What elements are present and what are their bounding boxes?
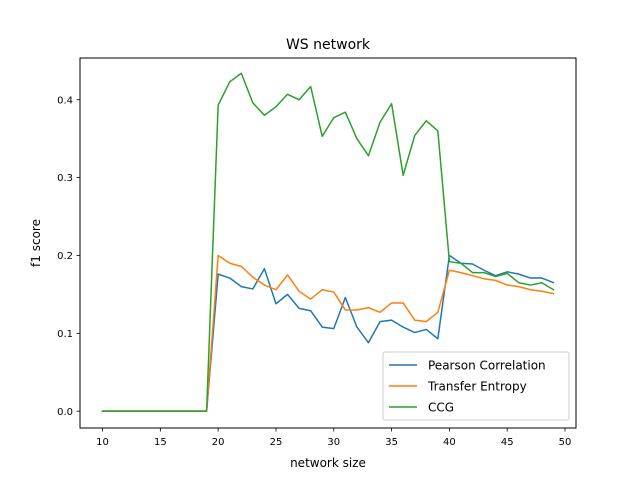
- x-tick-label: 45: [501, 437, 514, 448]
- y-tick-label: 0.1: [57, 329, 73, 340]
- x-tick-label: 50: [559, 437, 572, 448]
- legend-label-3: CCG: [428, 401, 454, 415]
- x-tick-label: 20: [212, 437, 225, 448]
- chart-title: WS network: [286, 37, 371, 53]
- y-axis-label: f1 score: [29, 219, 43, 267]
- y-tick-label: 0.4: [57, 95, 73, 106]
- y-tick-label: 0.0: [57, 407, 73, 418]
- legend-frame: [382, 351, 570, 421]
- legend-label-2: Transfer Entropy: [427, 380, 527, 394]
- x-tick-label: 40: [443, 437, 456, 448]
- plot-frame: [79, 57, 577, 429]
- legend: Pearson Correlation Transfer Entropy CCG: [382, 351, 570, 421]
- x-tick-label: 30: [327, 437, 340, 448]
- x-axis-ticks: 10 15 20 25 30 35 40 45 50: [96, 428, 571, 448]
- series-line-3: [101, 72, 555, 412]
- y-axis-ticks: 0.0 0.1 0.2 0.3 0.4: [57, 95, 80, 418]
- x-axis-label: network size: [290, 456, 366, 470]
- y-tick-label: 0.3: [57, 173, 73, 184]
- y-tick-label: 0.2: [57, 251, 73, 262]
- x-tick-label: 25: [270, 437, 283, 448]
- series-layer: [101, 72, 555, 412]
- legend-label-1: Pearson Correlation: [428, 359, 546, 373]
- x-tick-label: 15: [154, 437, 167, 448]
- x-tick-label: 10: [96, 437, 109, 448]
- x-tick-label: 35: [385, 437, 398, 448]
